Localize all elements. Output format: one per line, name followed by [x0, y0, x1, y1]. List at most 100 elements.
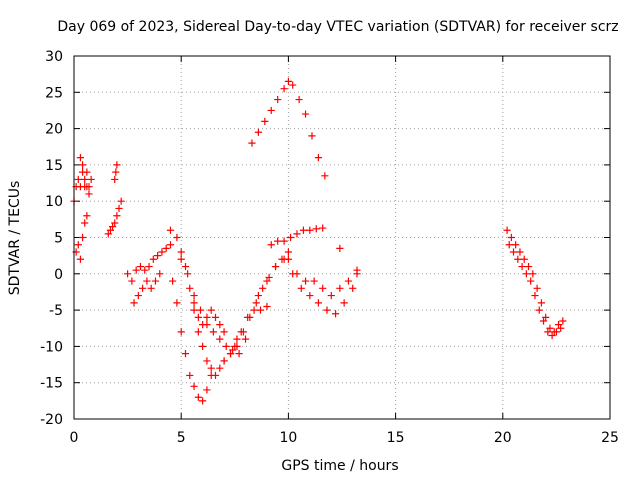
- y-tick-label: 25: [45, 85, 63, 101]
- data-point: [222, 342, 230, 350]
- data-point: [319, 284, 327, 292]
- data-point: [78, 233, 87, 242]
- data-point: [512, 241, 520, 249]
- data-point: [143, 277, 151, 285]
- series-track-c: [76, 154, 93, 198]
- data-point: [344, 277, 353, 285]
- data-point: [531, 291, 539, 300]
- data-point: [274, 237, 282, 245]
- series-track-e: [111, 161, 121, 184]
- y-tick-label: 30: [45, 49, 63, 65]
- data-point: [263, 277, 271, 285]
- data-point: [516, 248, 524, 256]
- data-point: [151, 277, 160, 285]
- y-tick-label: -20: [40, 412, 63, 428]
- data-point: [207, 371, 215, 380]
- data-point: [336, 284, 344, 292]
- data-point: [552, 328, 560, 336]
- data-point: [203, 313, 211, 321]
- data-point: [124, 270, 132, 278]
- data-point: [216, 335, 224, 343]
- y-tick-label: -10: [40, 339, 63, 355]
- data-point: [319, 224, 327, 232]
- data-point: [112, 168, 120, 176]
- data-point: [209, 328, 217, 336]
- data-point: [509, 248, 518, 256]
- data-point: [117, 197, 125, 205]
- data-point: [74, 241, 82, 249]
- data-point: [87, 175, 95, 184]
- data-point: [295, 95, 303, 104]
- data-point: [173, 299, 181, 307]
- plot-frame: [73, 55, 611, 420]
- x-axis-label: GPS time / hours: [281, 458, 398, 474]
- y-axis-label: SDTVAR / TECUs: [7, 181, 23, 296]
- data-point: [113, 212, 121, 220]
- data-point: [267, 241, 275, 249]
- data-point: [301, 277, 310, 285]
- data-point: [256, 306, 265, 314]
- data-point: [83, 212, 91, 220]
- data-point: [166, 226, 175, 234]
- data-point: [280, 237, 288, 245]
- data-point: [190, 299, 198, 307]
- data-point: [353, 266, 361, 274]
- data-point: [514, 255, 522, 263]
- data-point: [196, 306, 205, 314]
- series-track-g: [130, 270, 164, 307]
- data-point: [306, 291, 314, 300]
- data-point: [83, 183, 91, 191]
- series-track-n: [254, 255, 357, 318]
- data-point: [520, 255, 528, 263]
- data-point: [557, 324, 565, 332]
- data-point: [220, 357, 228, 365]
- series-track-i: [169, 277, 215, 405]
- data-point: [314, 154, 323, 162]
- data-point: [194, 313, 202, 321]
- data-point: [321, 172, 329, 180]
- data-point: [265, 273, 273, 282]
- data-point: [280, 85, 288, 93]
- data-point: [293, 230, 301, 238]
- data-point: [299, 226, 308, 234]
- data-point: [132, 266, 140, 274]
- data-point: [301, 110, 310, 118]
- data-point: [203, 357, 211, 365]
- data-point: [141, 266, 149, 274]
- data-point: [235, 350, 243, 358]
- data-point: [216, 364, 224, 372]
- series-track-o: [284, 255, 361, 300]
- data-point: [199, 321, 207, 329]
- data-point: [297, 284, 305, 292]
- data-point: [76, 255, 85, 263]
- data-point: [154, 252, 162, 260]
- data-point: [261, 117, 269, 125]
- data-point: [130, 299, 138, 307]
- data-point: [289, 81, 297, 89]
- data-point: [327, 291, 335, 300]
- data-point: [74, 175, 82, 184]
- y-tick-label: -15: [40, 376, 63, 392]
- data-point: [113, 161, 121, 169]
- data-point: [181, 350, 190, 358]
- x-tick-label: 0: [70, 430, 79, 446]
- y-tick-label: 15: [45, 158, 63, 174]
- data-point: [158, 248, 166, 256]
- data-point: [136, 262, 145, 271]
- data-point: [111, 219, 119, 227]
- chart-title: Day 069 of 2023, Sidereal Day-to-day VTE…: [57, 19, 618, 35]
- data-point: [207, 364, 215, 372]
- data-point: [308, 132, 316, 140]
- data-point: [76, 154, 85, 162]
- data-point: [546, 324, 554, 332]
- data-point: [83, 168, 91, 176]
- data-point: [115, 204, 123, 213]
- data-point: [177, 248, 185, 256]
- data-point: [81, 219, 89, 227]
- data-point: [293, 270, 301, 278]
- y-tick-labels: -20 -15 -10 -5 0 5 10 15 20 25 30: [40, 49, 63, 428]
- data-point: [78, 161, 87, 169]
- plot-area: [70, 77, 567, 405]
- data-point: [145, 262, 153, 271]
- data-point: [503, 226, 511, 234]
